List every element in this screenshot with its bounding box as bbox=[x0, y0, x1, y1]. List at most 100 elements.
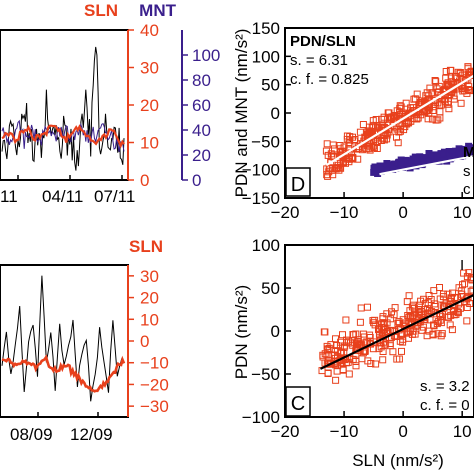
panel-c-point-sln bbox=[358, 355, 366, 363]
panel-c-point-sln bbox=[319, 351, 327, 359]
panel-d-y-tick-label: 100 bbox=[252, 47, 280, 66]
panel-c-point-sln bbox=[384, 327, 392, 335]
panel-c-point-sln bbox=[438, 330, 446, 338]
panel-d-point-sln bbox=[343, 135, 351, 143]
panel-d-point-sln bbox=[428, 89, 436, 97]
panel-d-point-sln bbox=[425, 109, 433, 117]
panel-d-point-sln bbox=[450, 95, 458, 103]
panel-c-y-tick-label: 50 bbox=[261, 279, 280, 298]
panel-d-point-mnt bbox=[456, 150, 464, 158]
panel-d-point-sln bbox=[376, 124, 384, 132]
panel-c-point-sln bbox=[339, 331, 346, 339]
bottom-sln-axis-tick-label: 30 bbox=[140, 267, 159, 286]
panel-c-point-sln bbox=[399, 316, 407, 324]
panel-c-point-sln bbox=[372, 360, 380, 368]
panel-c-point-sln bbox=[437, 332, 445, 340]
panel-d-point-sln bbox=[413, 115, 421, 123]
panel-c-point-sln bbox=[469, 286, 474, 294]
panel-c-point-sln bbox=[436, 295, 444, 303]
panel-d-ylabel: PDN and MNT (nm/s²) bbox=[232, 29, 251, 198]
panel-d-point-sln bbox=[457, 99, 465, 107]
panel-c-point-sln bbox=[382, 340, 390, 348]
panel-c-point-sln bbox=[465, 269, 473, 277]
panel-c-point-sln bbox=[325, 344, 333, 352]
panel-d-point-sln bbox=[442, 68, 450, 75]
panel-c-point-sln bbox=[379, 313, 387, 321]
top-left-x-ticks: 11 04/11 07/11 bbox=[0, 175, 135, 206]
panel-c-point-sln bbox=[463, 273, 471, 281]
panel-d-point-sln bbox=[424, 115, 432, 123]
mnt-axis-tick-label: 20 bbox=[192, 146, 211, 165]
panel-d-x-tick-label: −20 bbox=[271, 203, 300, 222]
panel-c-point-sln bbox=[340, 349, 348, 357]
panel-c-y-tick-label: 100 bbox=[252, 236, 280, 255]
panel-c-point-sln bbox=[429, 330, 437, 338]
panel-c-point-sln bbox=[404, 312, 412, 319]
top-left-x-tick-label: 11 bbox=[0, 187, 18, 206]
panel-c-point-sln bbox=[356, 318, 364, 326]
panel-c-point-sln bbox=[463, 304, 471, 311]
panel-d-point-sln bbox=[325, 164, 333, 172]
mnt-axis-tick-label: 0 bbox=[192, 171, 201, 190]
panel-d-point-sln bbox=[323, 140, 331, 148]
panel-d-point-sln bbox=[467, 68, 474, 76]
panel-d-point-mnt bbox=[439, 150, 447, 158]
panel-c-point-sln bbox=[379, 348, 387, 355]
panel-c-point-sln bbox=[350, 331, 358, 339]
bottom-left-plot-area bbox=[1, 275, 126, 402]
panel-c-point-sln bbox=[463, 317, 471, 325]
panel-c-x-tick-label: 10 bbox=[453, 422, 472, 441]
panel-d-point-sln bbox=[407, 104, 415, 112]
panel-d-point-sln bbox=[388, 113, 396, 121]
panel-d-point-sln bbox=[432, 78, 440, 86]
panel-c-point-sln bbox=[383, 319, 391, 327]
panel-d-point-sln bbox=[359, 121, 367, 128]
bottom-left-series-raw bbox=[1, 275, 125, 402]
panel-d-point-sln bbox=[437, 101, 445, 109]
panel-d-point-sln bbox=[464, 86, 472, 93]
mnt-axis-title: MNT bbox=[139, 1, 176, 20]
panel-c-point-sln bbox=[431, 303, 439, 310]
top-left-plot-area bbox=[1, 46, 125, 171]
bottom-sln-axis-tick-label: −20 bbox=[140, 375, 169, 394]
panel-c-point-sln bbox=[453, 308, 461, 316]
top-left-x-tick-label: 04/11 bbox=[42, 187, 83, 206]
panel-d-y-tick-label: 150 bbox=[252, 19, 280, 38]
panel-c-y-tick-label: −100 bbox=[242, 408, 280, 427]
panel-d-point-sln bbox=[436, 114, 444, 122]
panel-c-point-sln bbox=[449, 289, 456, 297]
panel-d-point-sln bbox=[396, 127, 404, 135]
panel-d-point-sln bbox=[329, 141, 337, 149]
panel-d-point-sln bbox=[364, 131, 372, 138]
panel-d-point-sln bbox=[431, 77, 439, 84]
panel-c-stat-cf: c. f. = 0 bbox=[420, 397, 470, 414]
mnt-axis-tick-label: 40 bbox=[192, 121, 211, 140]
panel-c-ylabel: PDN (nm/s²) bbox=[232, 285, 251, 379]
panel-d-plot-area bbox=[322, 63, 474, 180]
panel-d-point-sln bbox=[372, 116, 380, 123]
panel-d-point-mnt bbox=[371, 164, 379, 172]
bottom-sln-axis-title: SLN bbox=[129, 237, 163, 256]
panel-d-point-sln bbox=[463, 89, 471, 97]
panel-c-point-sln bbox=[436, 284, 443, 291]
panel-c-point-sln bbox=[436, 316, 444, 324]
panel-bottom-left: 30 20 10 0 −10 −20 −30 08/09 12/09 SLN bbox=[0, 237, 169, 444]
sln-axis-tick-label: 20 bbox=[140, 96, 159, 115]
panel-d-legend-title: PDN/SLN bbox=[290, 33, 356, 50]
panel-d-fit-line-0 bbox=[325, 74, 474, 167]
panel-c-point-sln bbox=[446, 321, 454, 329]
panel-d-point-sln bbox=[434, 116, 442, 124]
panel-c-point-sln bbox=[454, 294, 461, 302]
bottom-sln-axis-tick-label: −30 bbox=[140, 397, 169, 416]
panel-d-legend-title-2: M bbox=[463, 144, 474, 161]
panel-d-x-tick-label: −10 bbox=[330, 203, 359, 222]
panel-d-stat-slope-2: s bbox=[463, 163, 471, 180]
sln-axis-title: SLN bbox=[84, 1, 118, 20]
top-left-x-tick-label: 07/11 bbox=[94, 187, 135, 206]
panel-d-point-sln bbox=[404, 111, 412, 119]
panel-c-point-sln bbox=[459, 281, 466, 289]
panel-c-point-sln bbox=[415, 301, 423, 309]
panel-d-y-tick-label: −150 bbox=[242, 189, 280, 208]
